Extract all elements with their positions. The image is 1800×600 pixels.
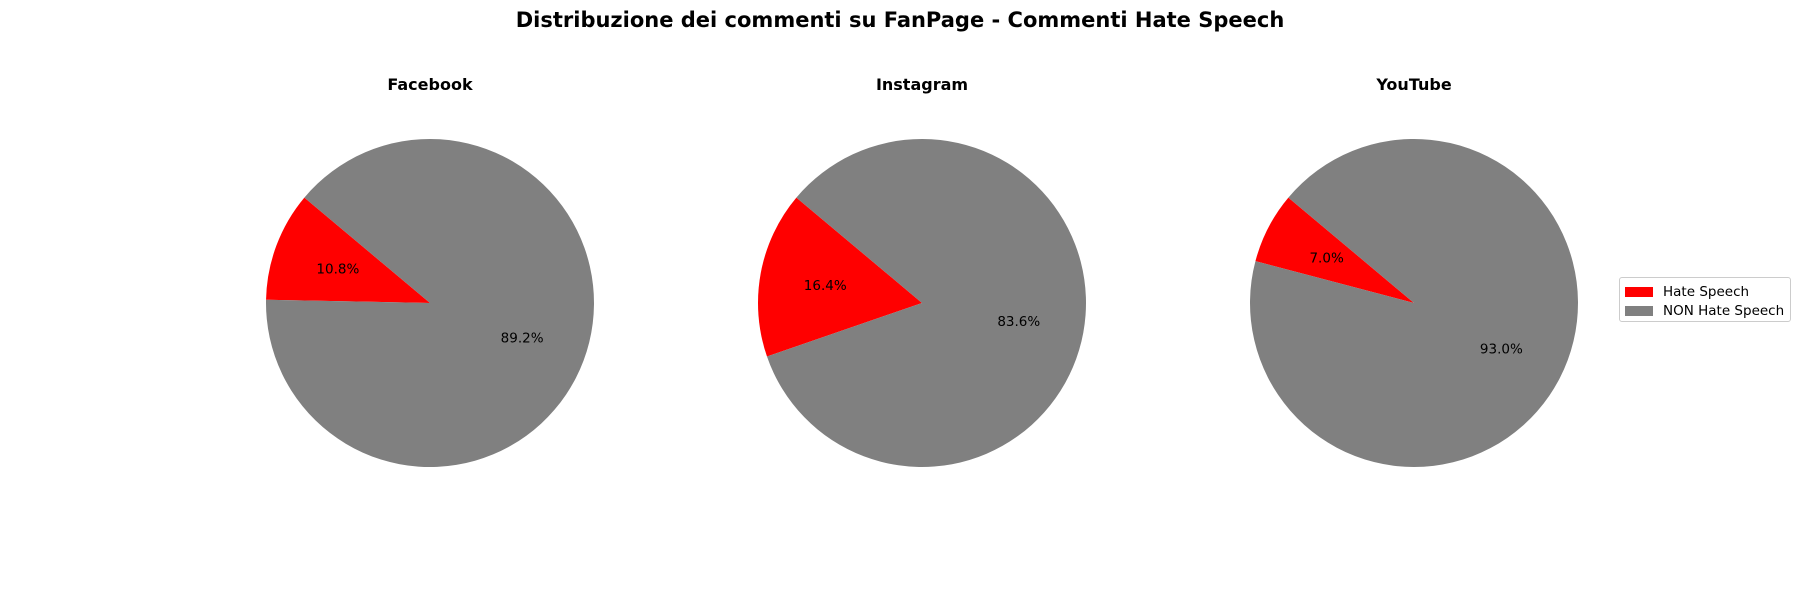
pie-label-youtube-non-hate: 93.0% bbox=[1480, 341, 1523, 357]
pie-slice-facebook-non-hate bbox=[266, 138, 594, 468]
pie-label-youtube-hate: 7.0% bbox=[1309, 251, 1343, 267]
pie-title-youtube: YouTube bbox=[1375, 75, 1452, 94]
legend-label-non-hate: NON Hate Speech bbox=[1663, 302, 1785, 319]
legend-entry-non-hate: NON Hate Speech bbox=[1625, 301, 1790, 320]
chart-title: Distribuzione dei commenti su FanPage - … bbox=[515, 8, 1285, 32]
pie-label-facebook-non-hate: 89.2% bbox=[501, 331, 544, 347]
pie-slice-facebook-hate bbox=[266, 197, 430, 303]
pie-slice-youtube-non-hate bbox=[1250, 138, 1578, 467]
legend-swatch-hate bbox=[1625, 286, 1653, 297]
pie-label-instagram-non-hate: 83.6% bbox=[997, 314, 1040, 330]
pie-slice-instagram-hate bbox=[758, 197, 922, 357]
legend-label-hate: Hate Speech bbox=[1663, 283, 1750, 300]
pie-title-instagram: Instagram bbox=[876, 75, 968, 94]
legend-swatch-non-hate bbox=[1625, 305, 1653, 316]
legend: Hate Speech NON Hate Speech bbox=[1619, 277, 1791, 322]
pie-title-facebook: Facebook bbox=[387, 75, 473, 94]
legend-entry-hate: Hate Speech bbox=[1625, 282, 1790, 301]
pie-slice-youtube-hate bbox=[1255, 197, 1414, 303]
pie-label-facebook-hate: 10.8% bbox=[316, 261, 359, 277]
pie-label-instagram-hate: 16.4% bbox=[804, 278, 847, 294]
pie-slice-instagram-non-hate bbox=[766, 138, 1086, 467]
